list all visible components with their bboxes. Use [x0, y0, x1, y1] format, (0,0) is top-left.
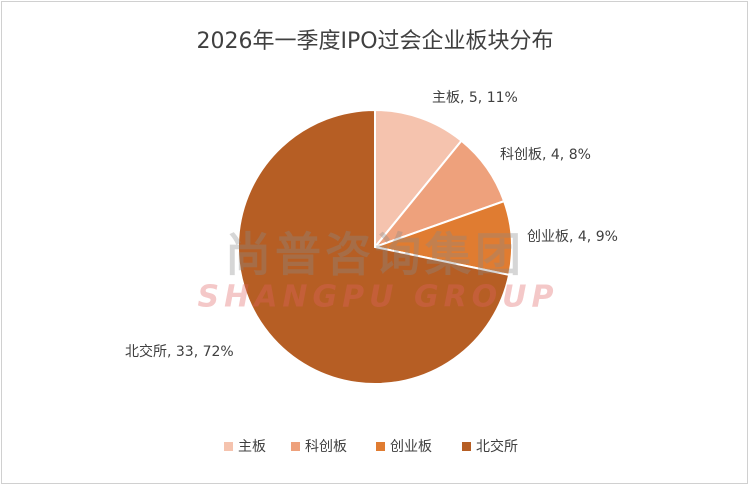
pie-slice — [237, 108, 511, 385]
legend-label: 科创板 — [305, 439, 347, 455]
legend-swatch — [291, 442, 300, 451]
legend-swatch — [224, 442, 233, 451]
data-label: 北交所, 33, 72% — [125, 343, 234, 360]
watermark: SHANGPU GROUP — [197, 280, 558, 315]
data-label: 创业板, 4, 9% — [527, 229, 618, 245]
legend-label: 创业板 — [390, 439, 432, 455]
legend-label: 主板 — [238, 439, 266, 455]
pie-slice — [374, 108, 463, 250]
watermark: 尚普咨询集团 — [225, 228, 525, 282]
legend-swatch — [462, 442, 471, 451]
chart-title: 2026年一季度IPO过会企业板块分布 — [196, 29, 553, 54]
legend-label: 北交所 — [476, 438, 518, 455]
data-label: 科创板, 4, 8% — [500, 147, 591, 163]
data-label: 主板, 5, 11% — [432, 90, 518, 106]
legend-swatch — [376, 442, 385, 451]
